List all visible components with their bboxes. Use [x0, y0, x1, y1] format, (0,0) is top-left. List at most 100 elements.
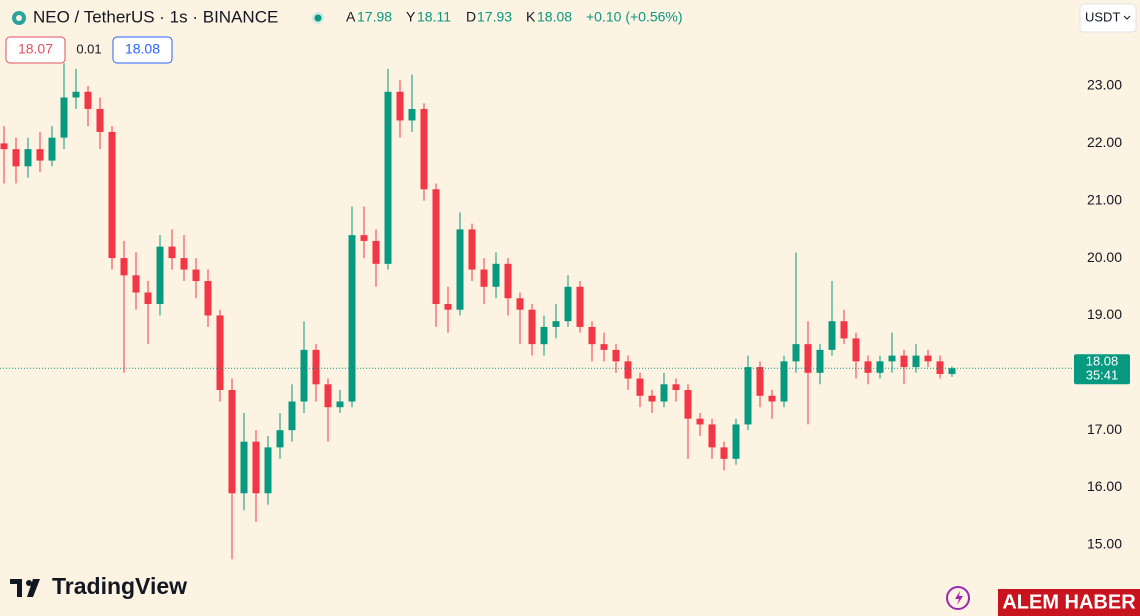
- candle-body: [492, 263, 500, 287]
- candle-body: [348, 235, 356, 402]
- candle-body: [204, 281, 212, 316]
- candle-body: [684, 390, 692, 419]
- candle-body: [672, 384, 680, 391]
- y-tick-label: 15.00: [1087, 536, 1122, 552]
- candle-body: [468, 229, 476, 270]
- y-tick-label: 23.00: [1087, 77, 1122, 93]
- candle-body: [144, 292, 152, 304]
- candle-body: [432, 189, 440, 304]
- candle-body: [156, 246, 164, 304]
- ohlc-value: 18.08: [537, 9, 572, 25]
- candle-body: [924, 355, 932, 362]
- spread: 0.01: [76, 41, 101, 56]
- candle-body: [768, 395, 776, 402]
- candle-body: [240, 441, 248, 494]
- candle-body: [648, 395, 656, 402]
- logo-icon: [12, 11, 26, 25]
- y-tick-label: 20.00: [1087, 249, 1122, 265]
- candle-body: [36, 149, 44, 161]
- candle-body: [228, 390, 236, 494]
- ask-box[interactable]: [112, 36, 173, 64]
- watermark-box: [998, 589, 1140, 616]
- replay-icon[interactable]: [946, 586, 970, 610]
- currency[interactable]: USDT: [1085, 9, 1120, 24]
- bolt: [955, 591, 963, 605]
- candle-body: [396, 91, 404, 121]
- bid-box[interactable]: [5, 36, 66, 64]
- candle-body: [624, 361, 632, 379]
- candle-body: [828, 321, 836, 350]
- candle-body: [480, 269, 488, 287]
- candle-body: [216, 315, 224, 391]
- ohlc-value: 18.11: [417, 9, 451, 25]
- candle-body: [24, 149, 32, 167]
- candle-body: [588, 326, 596, 345]
- candle-body: [864, 361, 872, 373]
- candle-body: [60, 97, 68, 138]
- candle-body: [900, 355, 908, 368]
- candle-body: [936, 361, 944, 374]
- candle-body: [180, 258, 188, 270]
- candle-body: [0, 143, 8, 150]
- candle-body: [732, 424, 740, 459]
- countdown: 35:41: [1086, 368, 1119, 383]
- candle-body: [12, 149, 20, 167]
- ohlc-value: 17.98: [357, 9, 392, 25]
- candle-body: [720, 447, 728, 459]
- candle-body: [252, 441, 260, 494]
- candle-body: [780, 361, 788, 402]
- candle-body: [840, 321, 848, 339]
- candle-body: [756, 367, 764, 396]
- candle-body: [444, 303, 452, 310]
- price-tag: [1074, 354, 1130, 385]
- candle-body: [312, 349, 320, 385]
- candle-body: [384, 91, 392, 264]
- candle-body: [540, 326, 548, 345]
- bid[interactable]: 18.07: [18, 41, 53, 57]
- change: +0.10 (+0.56%): [586, 9, 683, 25]
- candle-body: [408, 108, 416, 121]
- candle-body: [192, 269, 200, 282]
- candle-body: [300, 349, 308, 402]
- symbol: NEO / TetherUS · 1s · BINANCE: [33, 7, 278, 26]
- ohlc-legend: A 17.98 Y 18.11 D 17.93 K 18.08: [346, 9, 572, 25]
- candle-body: [564, 286, 572, 322]
- y-tick-label: 22.00: [1087, 134, 1122, 150]
- ask[interactable]: 18.08: [125, 41, 160, 57]
- candle-body: [96, 108, 104, 132]
- candle-body: [552, 321, 560, 327]
- candle-body: [816, 349, 824, 373]
- candle-body: [948, 368, 956, 374]
- price-tag-value: 18.08: [1086, 354, 1119, 369]
- candle-body: [876, 361, 884, 373]
- candle-body: [120, 258, 128, 276]
- candle-body: [72, 91, 80, 98]
- candle-body: [528, 309, 536, 345]
- candle-body: [792, 344, 800, 362]
- candle-body: [48, 137, 56, 161]
- candle-body: [264, 447, 272, 494]
- candle-body: [708, 424, 716, 448]
- ohlc-key: A: [346, 9, 356, 25]
- y-tick-label: 17.00: [1087, 421, 1122, 437]
- candle-body: [636, 378, 644, 396]
- candle-body: [108, 131, 116, 259]
- y-tick-label: 21.00: [1087, 191, 1122, 207]
- candle-body: [576, 286, 584, 327]
- candle-body: [660, 384, 668, 402]
- candle-body: [276, 430, 284, 448]
- candle-body: [912, 355, 920, 368]
- ohlc-key: Y: [406, 9, 416, 25]
- candle-body: [504, 263, 512, 299]
- currency-button[interactable]: [1079, 3, 1137, 33]
- brand-icon: [10, 579, 40, 597]
- candle-body: [600, 344, 608, 350]
- candle-body: [852, 338, 860, 362]
- candle-body: [132, 275, 140, 293]
- candle-body: [804, 344, 812, 373]
- ohlc-key: K: [526, 9, 536, 25]
- ohlc-value: 17.93: [477, 9, 512, 25]
- candle-body: [420, 108, 428, 190]
